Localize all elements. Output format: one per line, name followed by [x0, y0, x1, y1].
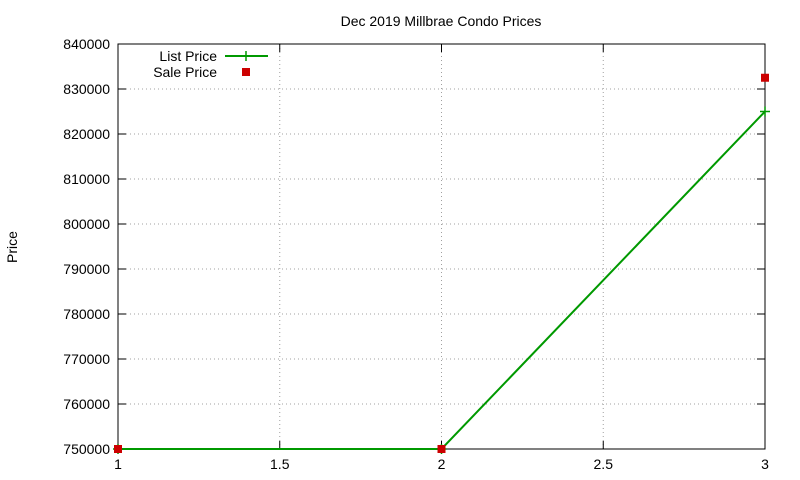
y-tick-label: 800000: [63, 216, 110, 232]
y-axis-label: Price: [4, 231, 20, 263]
y-tick-label: 780000: [63, 306, 110, 322]
y-tick-label: 830000: [63, 81, 110, 97]
legend-label: Sale Price: [153, 64, 217, 80]
sale-price-point: [437, 445, 446, 453]
sale-price-point: [761, 73, 769, 82]
chart-title: Dec 2019 Millbrae Condo Prices: [341, 13, 542, 29]
y-tick-label: 810000: [63, 171, 110, 187]
y-tick-label: 840000: [63, 36, 110, 52]
y-tick-label: 760000: [63, 396, 110, 412]
sale-price-point: [114, 445, 122, 453]
axis-ticks: 750000 760000 770000 780000 790000 800000 8100…: [63, 36, 769, 472]
y-tick-label: 820000: [63, 126, 110, 142]
legend-label: List Price: [159, 48, 217, 64]
grid-lines: [118, 44, 765, 449]
y-tick-label: 750000: [63, 441, 110, 457]
series-sale-price: [114, 73, 769, 453]
x-tick-label: 2.5: [594, 456, 614, 472]
y-tick-label: 790000: [63, 261, 110, 277]
y-tick-label: 770000: [63, 351, 110, 367]
list-price-point: [760, 106, 770, 117]
legend-marker: [242, 68, 250, 76]
legend-marker: [241, 51, 251, 61]
x-tick-label: 1: [114, 456, 122, 472]
data-series: [113, 73, 770, 454]
x-tick-label: 3: [761, 456, 769, 472]
x-tick-label: 1.5: [270, 456, 290, 472]
x-tick-label: 2: [438, 456, 446, 472]
